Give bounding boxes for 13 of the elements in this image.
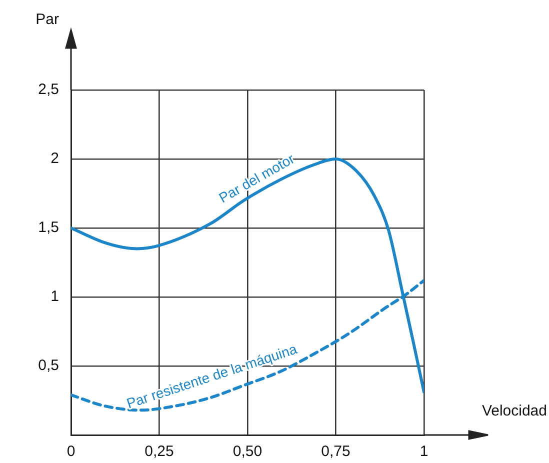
x-axis-title: Velocidad [482, 402, 547, 420]
x-tick-label: 0,50 [232, 443, 262, 460]
y-axis-title: Par [36, 11, 60, 28]
x-tick-label: 0 [66, 443, 76, 460]
y-tick-label: 1 [50, 288, 59, 306]
text: Par del motor [216, 150, 298, 206]
y-tick-label: 0,5 [38, 357, 59, 374]
y-tick-label: 2 [50, 150, 59, 168]
x-tick-label: 1 [420, 443, 428, 460]
x-tick-label: 0,75 [321, 443, 350, 460]
y-tick-label: 2,5 [38, 81, 59, 98]
x-tick-label: 0,25 [144, 443, 174, 460]
y-tick-label: 1,5 [38, 219, 59, 236]
